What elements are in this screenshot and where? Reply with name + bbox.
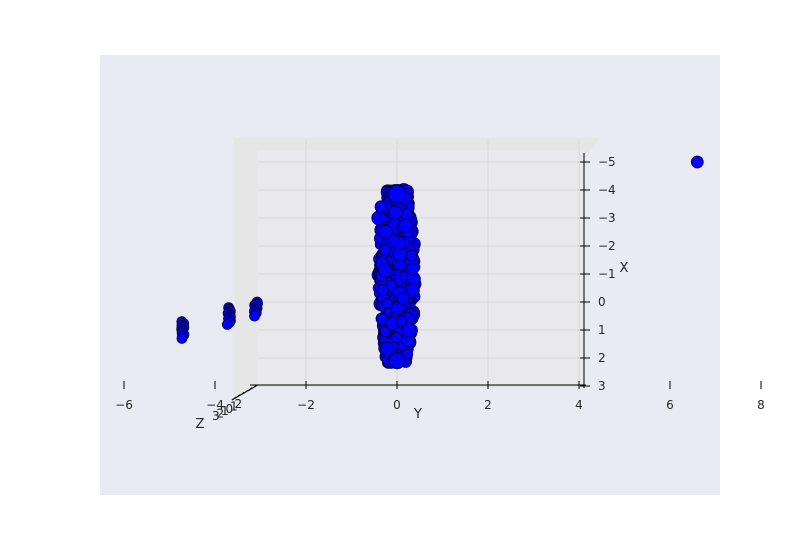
z-tick-label: 1 bbox=[221, 404, 229, 418]
tick-label: 8 bbox=[757, 398, 765, 412]
floor-pane bbox=[258, 150, 584, 385]
data-point bbox=[402, 348, 414, 360]
tick-label: −4 bbox=[206, 398, 224, 412]
z-tick-label: 2 bbox=[217, 407, 225, 421]
data-point bbox=[379, 325, 391, 337]
data-point bbox=[390, 301, 404, 316]
axis-label-y: Y bbox=[413, 407, 422, 422]
tick-label: −1 bbox=[598, 267, 616, 281]
tick-label: −2 bbox=[598, 239, 616, 253]
data-point bbox=[388, 352, 406, 370]
data-point bbox=[396, 292, 410, 305]
data-point bbox=[690, 155, 704, 169]
tick-label: 3 bbox=[598, 379, 606, 393]
data-point bbox=[176, 332, 188, 344]
tick-label: 2 bbox=[484, 398, 492, 412]
y-axis-ticks: −6 −4 −2 0 2 4 6 8 bbox=[115, 381, 765, 412]
data-point bbox=[378, 224, 393, 240]
grid-lines bbox=[258, 140, 584, 387]
left-pane bbox=[234, 138, 258, 398]
data-point bbox=[377, 263, 392, 278]
data-point bbox=[221, 318, 233, 330]
data-point bbox=[395, 315, 407, 327]
data-point bbox=[406, 263, 419, 276]
data-point bbox=[374, 200, 388, 214]
data-point bbox=[388, 234, 401, 247]
data-point bbox=[394, 259, 407, 271]
z-tick-label: 2 bbox=[235, 397, 243, 411]
data-point bbox=[401, 322, 417, 338]
z-tick-label: 1 bbox=[230, 399, 238, 413]
tick-label: 4 bbox=[575, 398, 583, 412]
data-point bbox=[387, 184, 407, 204]
data-point bbox=[380, 341, 395, 356]
tick-label: 1 bbox=[598, 323, 606, 337]
z-tick-mark bbox=[231, 396, 237, 401]
z-tick-label: 0 bbox=[226, 402, 234, 416]
data-point bbox=[376, 283, 390, 297]
data-point bbox=[249, 310, 260, 322]
x-axis-ticks: −5 −4 −3 −2 −1 0 1 2 3 bbox=[580, 155, 616, 393]
data-point bbox=[371, 210, 387, 226]
data-point bbox=[391, 331, 403, 344]
data-point bbox=[398, 218, 413, 233]
z-tick-mark bbox=[235, 394, 241, 399]
tick-label: 0 bbox=[393, 398, 401, 412]
axis-label-x: X bbox=[620, 261, 629, 276]
tick-label: 2 bbox=[598, 351, 606, 365]
data-point bbox=[381, 297, 393, 310]
data-point bbox=[379, 244, 391, 256]
tick-label: 6 bbox=[666, 398, 674, 412]
z-tick-mark bbox=[251, 385, 257, 389]
data-point bbox=[406, 283, 420, 297]
z-tick-mark bbox=[243, 389, 249, 394]
tick-label: −5 bbox=[598, 155, 616, 169]
data-point bbox=[405, 249, 418, 262]
tick-label: −2 bbox=[297, 398, 315, 412]
z-tick-label: 3 bbox=[212, 409, 220, 423]
tick-label: −4 bbox=[598, 183, 616, 197]
data-point bbox=[375, 312, 388, 325]
data-point bbox=[387, 205, 403, 220]
tick-label: −3 bbox=[598, 211, 616, 225]
scatter-points bbox=[176, 155, 704, 370]
z-tick-mark bbox=[247, 387, 253, 392]
tick-label: 0 bbox=[598, 295, 606, 309]
tick-label: −6 bbox=[115, 398, 133, 412]
z-tick-mark bbox=[239, 391, 245, 396]
axis-label-z: Z bbox=[196, 417, 205, 432]
